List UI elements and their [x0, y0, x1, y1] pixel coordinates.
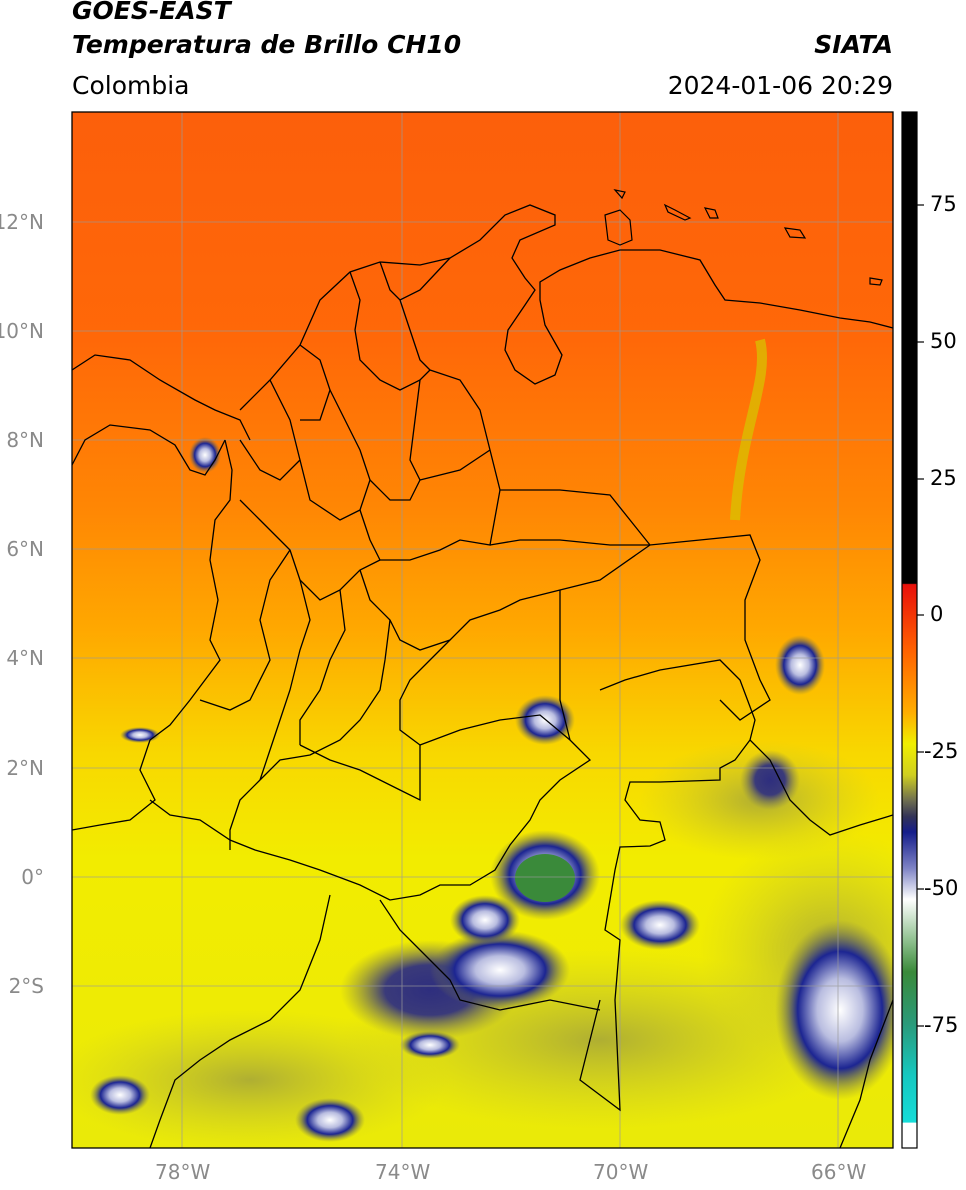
colorbar: [901, 111, 918, 1149]
colorbar-tick-50: 50: [930, 329, 957, 353]
country-borders: [72, 204, 893, 1148]
colorbar-tick-0: 0: [930, 602, 944, 626]
lat-tick-4n: 4°N: [6, 646, 44, 670]
colorbar-tick-75: 75: [930, 192, 957, 216]
lon-tick-70w: 70°W: [593, 1160, 649, 1184]
agency-label: SIATA: [814, 30, 893, 59]
datetime-label: 2024-01-06 20:29: [667, 71, 893, 100]
colorbar-tick-minus75: -75: [924, 1013, 959, 1037]
satellite-title: GOES-EAST: [72, 0, 231, 25]
lon-tick-78w: 78°W: [155, 1160, 211, 1184]
lat-tick-8n: 8°N: [6, 428, 44, 452]
map-frame: [71, 111, 894, 1149]
colorbar-tick-25: 25: [930, 466, 957, 490]
lat-tick-10n: 10°N: [0, 319, 44, 343]
colorbar-tick-minus50: -50: [924, 876, 959, 900]
lat-tick-0: 0°: [21, 865, 44, 889]
lat-tick-2n: 2°N: [6, 756, 44, 780]
region-label: Colombia: [72, 71, 190, 100]
lat-tick-12n: 12°N: [0, 210, 44, 234]
lon-tick-74w: 74°W: [375, 1160, 431, 1184]
colorbar-tick-minus25: -25: [924, 739, 959, 763]
lat-tick-2s: 2°S: [8, 974, 44, 998]
lat-tick-6n: 6°N: [6, 537, 44, 561]
product-title: Temperatura de Brillo CH10: [72, 30, 462, 59]
lon-tick-66w: 66°W: [811, 1160, 867, 1184]
